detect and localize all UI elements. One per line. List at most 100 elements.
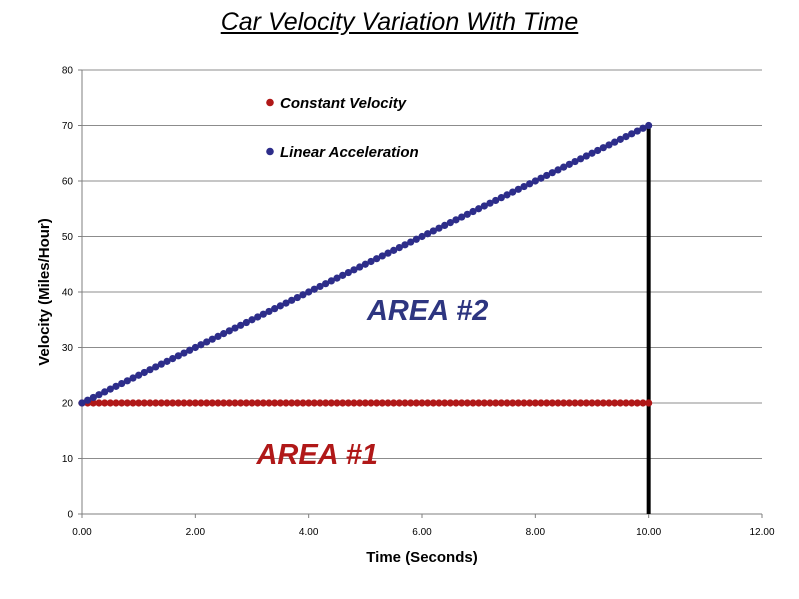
data-point xyxy=(106,385,114,393)
data-point xyxy=(554,399,562,407)
data-point xyxy=(594,399,602,407)
data-point xyxy=(186,346,194,354)
data-point xyxy=(112,399,120,407)
legend-marker-1 xyxy=(266,147,274,156)
data-point xyxy=(475,399,483,407)
x-tick-label-2: 4.00 xyxy=(299,527,319,538)
data-point xyxy=(163,399,171,407)
data-point xyxy=(174,352,182,360)
data-point xyxy=(463,210,471,218)
data-point xyxy=(78,399,86,407)
data-point xyxy=(458,213,466,221)
data-point xyxy=(378,252,386,260)
data-point xyxy=(135,371,143,379)
data-point xyxy=(560,163,568,171)
data-point xyxy=(492,196,500,205)
data-point xyxy=(310,399,318,407)
data-point xyxy=(616,135,624,143)
data-point xyxy=(305,288,313,296)
data-point xyxy=(384,399,392,407)
data-point xyxy=(101,399,109,407)
data-point xyxy=(152,363,160,371)
data-point xyxy=(214,332,222,340)
x-tick-label-6: 12.00 xyxy=(749,527,774,538)
data-point xyxy=(310,285,318,293)
data-point xyxy=(322,280,330,288)
data-point xyxy=(174,399,182,407)
series-0 xyxy=(78,399,653,407)
data-point xyxy=(412,399,420,407)
data-point xyxy=(180,399,188,407)
data-point xyxy=(327,399,335,407)
data-point xyxy=(327,277,335,285)
data-point xyxy=(509,188,517,196)
data-point xyxy=(548,169,556,177)
data-point xyxy=(616,399,624,407)
data-point xyxy=(446,219,454,227)
data-point xyxy=(548,399,556,407)
data-point xyxy=(254,313,262,321)
data-point xyxy=(594,146,602,155)
data-point xyxy=(463,399,471,407)
data-point xyxy=(316,282,324,291)
data-point xyxy=(509,399,517,407)
data-point xyxy=(135,399,143,407)
data-point xyxy=(622,133,630,141)
data-point xyxy=(203,338,211,346)
data-point xyxy=(373,399,381,407)
y-tick-label-3: 30 xyxy=(62,343,74,354)
data-point xyxy=(514,185,522,193)
data-point xyxy=(259,399,267,407)
data-point xyxy=(401,399,409,407)
data-point xyxy=(599,144,607,152)
data-point xyxy=(565,160,573,168)
data-point xyxy=(582,399,590,407)
data-point xyxy=(543,399,551,407)
data-point xyxy=(639,399,647,407)
data-point xyxy=(197,341,205,349)
data-point xyxy=(259,310,267,318)
data-point xyxy=(441,399,449,407)
data-point xyxy=(254,399,262,407)
data-point xyxy=(248,316,256,324)
y-tick-label-0: 0 xyxy=(67,510,73,521)
data-point xyxy=(339,399,347,407)
data-point xyxy=(571,157,579,166)
data-point xyxy=(407,399,415,407)
chart-title: Car Velocity Variation With Time xyxy=(220,8,579,36)
data-point xyxy=(424,230,432,238)
data-point xyxy=(242,399,250,407)
data-point xyxy=(152,399,160,407)
data-point xyxy=(225,327,233,335)
data-point xyxy=(588,399,596,407)
data-point xyxy=(203,399,211,407)
data-point xyxy=(639,124,647,132)
data-point xyxy=(157,399,165,407)
data-point xyxy=(191,343,199,352)
data-point xyxy=(458,399,466,407)
data-point xyxy=(344,399,352,407)
legend-label-0: Constant Velocity xyxy=(280,95,407,112)
data-point xyxy=(537,174,545,182)
data-point xyxy=(123,399,131,407)
data-point xyxy=(503,191,511,199)
data-point xyxy=(633,399,641,407)
data-point xyxy=(628,399,636,407)
data-point xyxy=(401,241,409,249)
data-point xyxy=(89,393,97,402)
data-point xyxy=(633,127,641,135)
annotation-0: AREA #2 xyxy=(366,295,488,327)
data-point xyxy=(407,238,415,246)
data-point xyxy=(441,221,449,229)
data-point xyxy=(333,274,341,282)
y-tick-label-5: 50 xyxy=(62,232,74,243)
data-point xyxy=(480,399,488,407)
data-point xyxy=(577,155,585,163)
data-point xyxy=(95,391,103,399)
data-point xyxy=(242,318,250,327)
data-point xyxy=(480,202,488,210)
data-point xyxy=(492,399,500,407)
data-point xyxy=(418,232,426,241)
data-point xyxy=(497,194,505,202)
data-point xyxy=(186,399,194,407)
